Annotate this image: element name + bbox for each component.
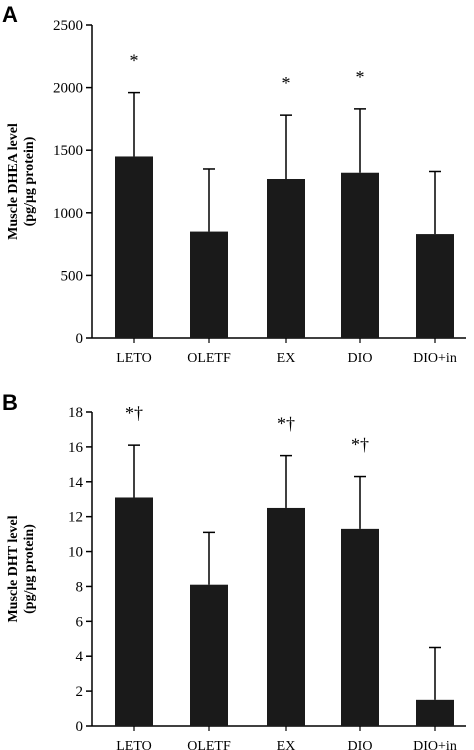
panel-a-bar <box>115 156 153 338</box>
panel-a-y-tick-label: 500 <box>61 268 84 284</box>
panel-b-y-label-line: Muscle DHT level <box>6 515 21 622</box>
panel-b-significance-mark: *† <box>277 414 295 434</box>
panel-b-y-tick-label: 6 <box>76 614 84 630</box>
panel-a-significance-mark: * <box>130 51 139 71</box>
panel-b-significance-mark: *† <box>125 403 143 423</box>
panel-b-category-label: DIO+in <box>413 739 457 750</box>
panel-a-significance-mark: * <box>282 73 291 93</box>
panel-b-category-label: DIO <box>348 739 373 750</box>
panel-a-y-tick-label: 2000 <box>53 81 83 97</box>
panel-b-category-label: EX <box>277 739 296 750</box>
panel-b-letter: B <box>2 390 18 415</box>
panel-b-y-tick-label: 14 <box>68 475 84 491</box>
panel-a-bar <box>190 231 228 338</box>
panel-a-bar <box>267 178 305 338</box>
panel-a-bar <box>341 172 379 338</box>
panel-a-y-tick-label: 1000 <box>53 206 83 222</box>
panel-b-y-tick-label: 16 <box>68 440 84 456</box>
panel-a-bar <box>416 234 454 338</box>
panel-a-letter: A <box>2 2 18 27</box>
panel-b-y-tick-label: 18 <box>68 405 83 421</box>
panel-a-y-label-line: Muscle DHEA level <box>6 123 21 240</box>
panel-a-category-label: LETO <box>116 351 152 366</box>
panel-a-category-label: DIO+in <box>413 351 457 366</box>
panel-b-category-label: OLETF <box>187 739 231 750</box>
panel-a-significance-mark: * <box>356 67 365 87</box>
panel-b-category-label: LETO <box>116 739 152 750</box>
panel-b-y-tick-label: 0 <box>76 719 84 735</box>
panel-b-y-tick-label: 2 <box>76 684 84 700</box>
panel-b-bar <box>341 528 379 726</box>
panel-a-y-label-line: (pg/μg protein) <box>22 136 37 226</box>
panel-a-y-tick-label: 1500 <box>53 143 83 159</box>
panel-a-y-tick-label: 0 <box>76 331 84 347</box>
panel-a-category-label: EX <box>277 351 296 366</box>
panel-b-bar <box>115 497 153 726</box>
panel-b-significance-mark: *† <box>351 435 369 455</box>
panel-b-y-tick-label: 12 <box>68 510 83 526</box>
panel-b-y-tick-label: 4 <box>76 649 84 665</box>
panel-b-y-tick-label: 10 <box>68 545 83 561</box>
panel-b-bar <box>190 584 228 726</box>
panel-b-y-tick-label: 8 <box>76 579 84 595</box>
panel-b-y-label-line: (pg/μg protein) <box>22 524 37 614</box>
panel-a-category-label: DIO <box>348 351 373 366</box>
panel-a-category-label: OLETF <box>187 351 231 366</box>
panel-b-bar <box>267 507 305 726</box>
panel-a-y-tick-label: 2500 <box>53 18 83 34</box>
panel-b-bar <box>416 699 454 726</box>
